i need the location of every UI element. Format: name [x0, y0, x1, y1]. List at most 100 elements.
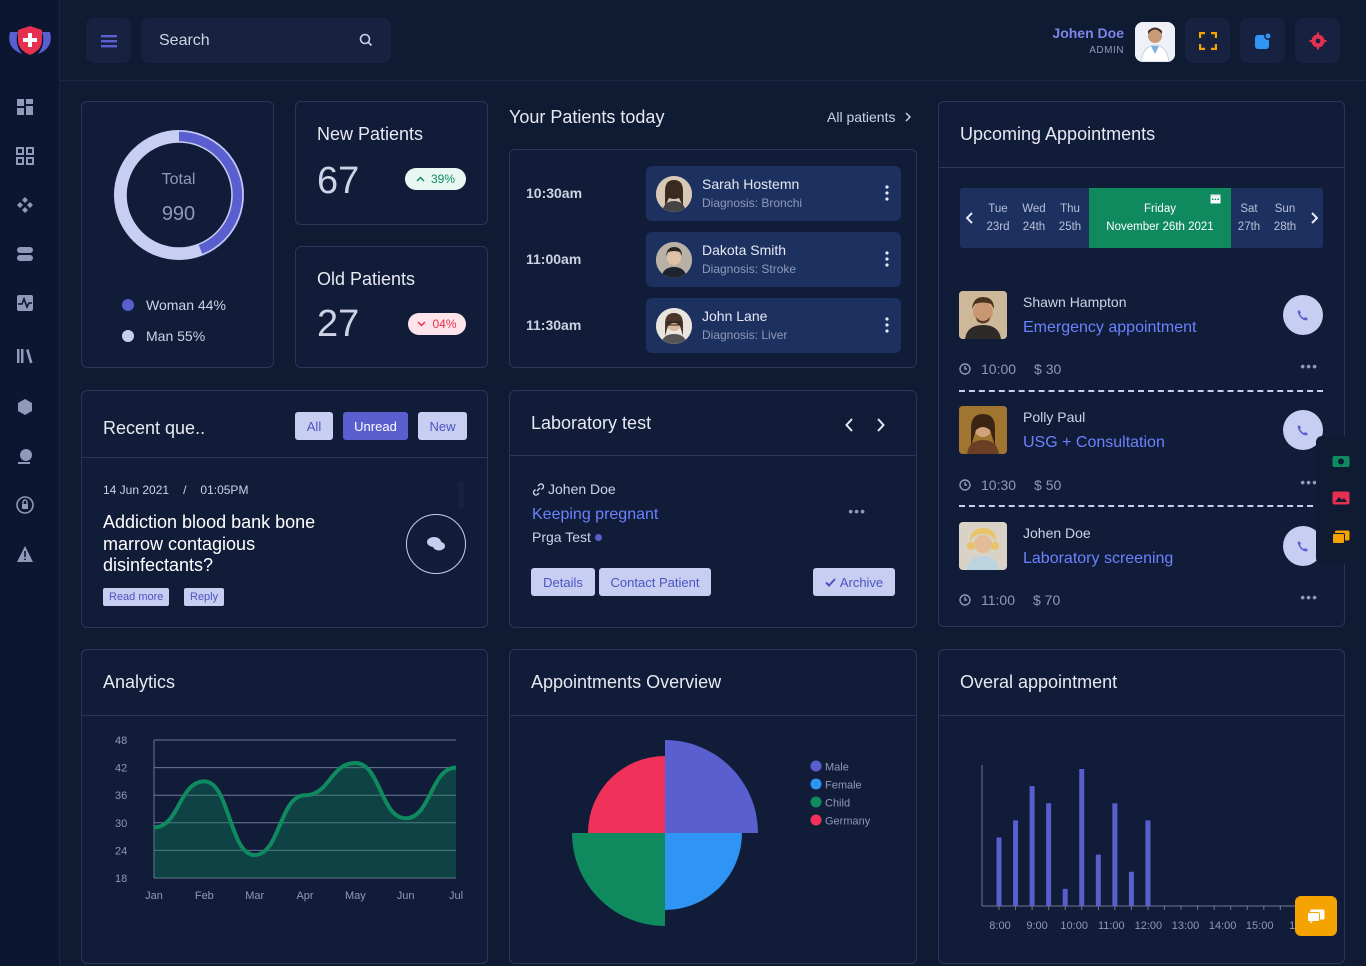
new-patients-value: 67 [317, 160, 360, 202]
chevron-right-icon [905, 112, 912, 122]
appointment-time: 11:00am [526, 251, 582, 267]
legend-woman: Woman 44% [122, 297, 226, 313]
chat-fab-button[interactable] [1295, 896, 1337, 936]
box-icon[interactable] [16, 398, 34, 416]
user-name[interactable]: Johen Doe [1052, 25, 1124, 41]
warning-icon[interactable] [16, 545, 34, 563]
pie-slice-male [665, 740, 758, 833]
more-vertical-icon[interactable] [885, 316, 889, 334]
lock-icon[interactable] [16, 496, 34, 514]
x-tick-label: Feb [195, 890, 214, 902]
archive-button[interactable]: Archive [813, 568, 895, 596]
patient-name: Sarah Hostemn [702, 176, 800, 192]
clock-icon [959, 479, 971, 491]
fullscreen-button[interactable] [1185, 18, 1230, 63]
date-fri-active[interactable]: Friday November 26th 2021 [1089, 188, 1231, 248]
overall-title: Overal appointment [960, 672, 1118, 692]
scrollbar[interactable] [458, 481, 464, 509]
date-sat[interactable]: Sat 27th [1237, 203, 1261, 233]
x-tick-label: 10:00 [1060, 920, 1088, 932]
notifications-button[interactable] [1240, 18, 1285, 63]
patient-item[interactable]: Sarah Hostemn Diagnosis: Bronchi [646, 166, 901, 221]
message-icon[interactable] [1332, 530, 1350, 544]
y-tick-label: 30 [115, 818, 127, 830]
total-label: Total [161, 171, 196, 188]
date-wed[interactable]: Wed 24th [1022, 203, 1046, 233]
link-icon [532, 482, 545, 496]
patient-name: John Lane [702, 308, 768, 324]
user-avatar[interactable] [1135, 22, 1175, 62]
appointment-patient-name: Johen Doe [1023, 525, 1091, 541]
appointment-photo [959, 522, 1007, 570]
more-horizontal-icon[interactable]: ••• [1300, 474, 1318, 490]
patient-avatar [656, 308, 692, 344]
x-tick-label: Mar [245, 890, 264, 902]
chevron-right-icon[interactable] [1310, 212, 1318, 224]
x-tick-label: Jan [145, 890, 163, 902]
y-tick-label: 42 [115, 763, 127, 775]
more-horizontal-icon[interactable]: ••• [1300, 589, 1318, 605]
search-input[interactable] [159, 30, 349, 52]
total-patients-card: Total 990 Woman 44% Man 55% [81, 101, 274, 368]
library-icon[interactable] [16, 347, 34, 365]
appointment-patient-name: Shawn Hampton [1023, 294, 1127, 310]
y-tick-label: 48 [115, 735, 127, 747]
lab-test-name[interactable]: Keeping pregnant [532, 506, 659, 523]
appointment-type[interactable]: Laboratory screening [1023, 550, 1174, 567]
patients-today-title: Your Patients today [509, 107, 665, 127]
camera-icon[interactable] [1332, 454, 1350, 468]
settings-button[interactable] [1295, 18, 1340, 63]
patient-item[interactable]: Dakota Smith Diagnosis: Stroke [646, 232, 901, 287]
toggle-icon[interactable] [16, 245, 34, 263]
upcoming-appointments-card: Upcoming Appointments Tue 23rd Wed 24th Th… [938, 101, 1345, 627]
bar-8:00 [996, 837, 1002, 906]
appointment-photo [959, 406, 1007, 454]
dashboard-icon[interactable] [16, 98, 34, 116]
activity-icon[interactable] [16, 294, 34, 312]
more-horizontal-icon[interactable]: ••• [1300, 358, 1318, 374]
contact-patient-button[interactable]: Contact Patient [599, 568, 711, 596]
x-tick-label: Jun [397, 890, 415, 902]
lab-test-title: Laboratory test [531, 413, 652, 433]
chevron-right-icon[interactable] [876, 418, 885, 432]
x-tick-label: May [345, 890, 366, 902]
patients-today-card: 10:30am Sarah Hostemn Diagnosis: Bronchi… [509, 149, 917, 368]
more-vertical-icon[interactable] [885, 184, 889, 202]
components-icon[interactable] [16, 196, 34, 214]
x-tick-label: 13:00 [1172, 920, 1200, 932]
chat-bubble-button[interactable] [406, 514, 466, 574]
more-vertical-icon[interactable] [885, 250, 889, 268]
search-icon[interactable] [359, 33, 373, 47]
date-tue[interactable]: Tue 23rd [986, 203, 1010, 233]
bar-12:30 [1145, 820, 1151, 906]
patient-diagnosis: Diagnosis: Bronchi [702, 196, 803, 210]
appointment-type[interactable]: USG + Consultation [1023, 434, 1165, 451]
filter-new-button[interactable]: New [418, 412, 467, 440]
legend-marker [810, 760, 822, 772]
appointment-time: 10:30am [526, 185, 583, 201]
appointment-type[interactable]: Emergency appointment [1023, 319, 1197, 336]
layout-icon[interactable] [16, 147, 34, 165]
details-button[interactable]: Details [531, 568, 595, 596]
more-horizontal-icon[interactable]: ••• [848, 503, 866, 519]
image-icon[interactable] [1332, 491, 1350, 505]
menu-toggle-button[interactable] [86, 18, 131, 63]
call-button[interactable] [1283, 295, 1323, 335]
lab-test-sub: Prga Test [532, 529, 602, 545]
filter-all-button[interactable]: All [295, 412, 333, 440]
date-sun[interactable]: Sun 28th [1273, 203, 1297, 233]
clock-icon [959, 594, 971, 606]
chevron-left-icon[interactable] [845, 418, 854, 432]
filter-unread-button[interactable]: Unread [343, 412, 408, 440]
x-tick-label: 11:00 [1098, 920, 1125, 932]
chevron-left-icon[interactable] [966, 212, 974, 224]
date-thu[interactable]: Thu 25th [1058, 203, 1082, 233]
floating-action-panel [1316, 436, 1366, 564]
reply-button[interactable]: Reply [184, 588, 225, 606]
patient-item[interactable]: John Lane Diagnosis: Liver [646, 298, 901, 353]
chat-icon [1307, 909, 1325, 923]
read-more-button[interactable]: Read more [103, 588, 170, 606]
globe-icon[interactable] [16, 447, 34, 465]
hospital-logo-icon[interactable] [4, 22, 56, 58]
all-patients-link[interactable]: All patients [827, 109, 912, 125]
